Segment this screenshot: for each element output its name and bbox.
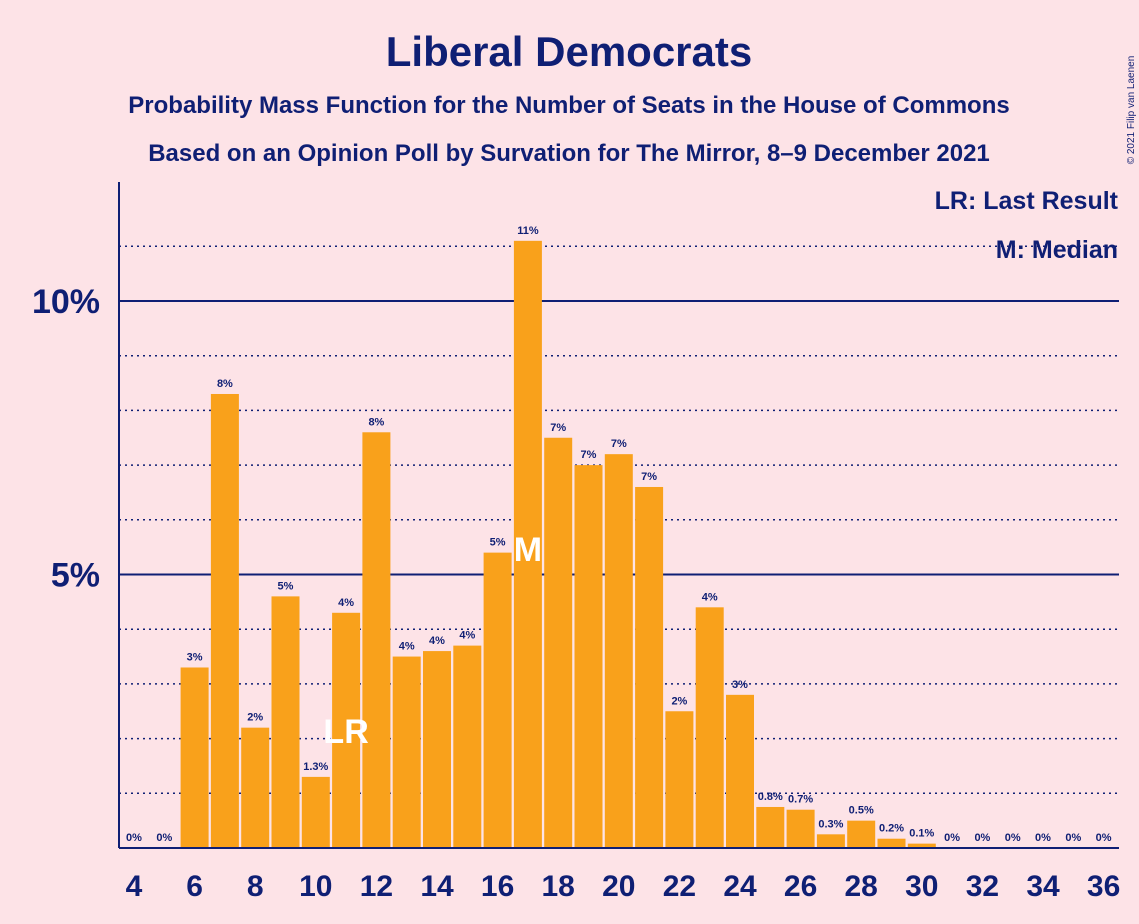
bar-seat-21 [635,486,664,848]
bar-seat-25 [756,806,785,848]
data-label-seat-14: 4% [429,635,445,647]
x-tick-labels: 4 6 8 10 12 14 16 18 20 22 24 26 28 30 32 34 36 [126,870,1121,903]
data-label-seat-24: 3% [732,679,748,691]
x-tick-label: 6 [186,870,203,903]
bar-seat-12 [362,432,391,848]
data-label-seat-31: 0% [944,832,960,844]
data-label-seat-34: 0% [1035,832,1051,844]
bar-seat-7 [210,393,239,848]
chart-subtitle-source: Based on an Opinion Poll by Survation fo… [148,140,990,167]
data-label-seat-17: 11% [517,225,539,237]
data-label-seat-12: 8% [368,416,384,428]
data-label-seat-36: 0% [1096,832,1112,844]
data-label-seat-11: 4% [338,597,354,609]
data-label-seat-7: 8% [217,378,233,390]
bar-seat-17 [513,240,542,848]
median-marker: M [514,531,542,569]
data-label-seat-5: 0% [156,832,172,844]
legend-last-result: LR: Last Result [935,187,1119,215]
data-label-seat-20: 7% [611,438,627,450]
bar-seat-18 [544,437,573,848]
bar-seat-30 [907,843,936,848]
x-tick-label: 12 [360,870,393,903]
legend-median: M: Median [996,236,1118,264]
bar-seat-26 [786,809,815,848]
bar-seat-23 [695,607,724,848]
data-label-seat-33: 0% [1005,832,1021,844]
x-tick-label: 32 [966,870,999,903]
bar-seat-8 [241,727,270,848]
x-tick-label: 22 [663,870,696,903]
x-tick-label: 26 [784,870,817,903]
bar-seat-28 [847,820,876,848]
bar-seat-10 [301,776,330,848]
y-tick-labels: 5% 10% [32,283,100,595]
x-tick-label: 10 [299,870,332,903]
data-label-seat-8: 2% [247,712,263,724]
bar-seat-27 [816,834,845,848]
bar-seat-13 [392,656,421,848]
x-tick-label: 8 [247,870,264,903]
x-tick-label: 30 [905,870,938,903]
y-tick-label: 5% [51,557,100,595]
x-tick-label: 36 [1087,870,1120,903]
bar-seat-22 [665,711,694,848]
bar-seat-24 [726,694,754,848]
chart-title: Liberal Democrats [386,28,752,75]
x-tick-label: 28 [845,870,878,903]
x-tick-label: 34 [1026,870,1060,903]
x-tick-label: 18 [542,870,575,903]
x-tick-label: 24 [723,870,757,903]
data-label-seat-23: 4% [702,591,718,603]
data-label-seat-9: 5% [278,580,294,592]
bar-seat-14 [423,651,451,848]
data-label-seat-29: 0.2% [879,823,904,835]
data-label-seat-30: 0.1% [909,828,934,840]
markers-group: LR M [323,531,542,751]
bars-group [180,240,936,848]
chart-subtitle: Probability Mass Function for the Number… [128,92,1009,119]
data-label-seat-28: 0.5% [849,805,874,817]
bar-seat-6 [180,667,209,848]
data-label-seat-27: 0.3% [818,818,843,830]
bar-seat-19 [574,465,603,848]
bar-seat-15 [453,645,482,848]
last-result-marker: LR [323,713,368,751]
bar-seat-11 [332,612,361,848]
bar-seat-29 [877,838,906,848]
data-label-seat-21: 7% [641,471,657,483]
data-label-seat-19: 7% [581,449,597,461]
data-label-seat-4: 0% [126,832,142,844]
x-tick-label: 16 [481,870,514,903]
y-tick-label: 10% [32,283,100,321]
bar-seat-20 [604,454,633,848]
data-label-seat-32: 0% [974,832,990,844]
bar-seat-9 [271,596,300,848]
data-label-seat-35: 0% [1065,832,1081,844]
data-label-seat-25: 0.8% [758,791,783,803]
data-label-seat-6: 3% [187,651,203,663]
x-tick-label: 20 [602,870,635,903]
x-tick-label: 14 [420,870,454,903]
data-labels-group: 0% 0% 3% 8% 2% 5% 1.3% 4% 8% 4% 4% 4% 5% 11% 7% 7% 7% 7% 2… [126,225,1112,844]
data-label-seat-13: 4% [399,641,415,653]
data-label-seat-26: 0.7% [788,794,813,806]
data-label-seat-16: 5% [490,537,506,549]
x-tick-label: 4 [126,870,143,903]
bar-seat-16 [483,552,512,848]
data-label-seat-10: 1.3% [303,761,328,773]
data-label-seat-15: 4% [459,630,475,642]
copyright-note: © 2021 Filip van Laenen [1126,56,1137,165]
data-label-seat-18: 7% [550,422,566,434]
data-label-seat-22: 2% [671,695,687,707]
